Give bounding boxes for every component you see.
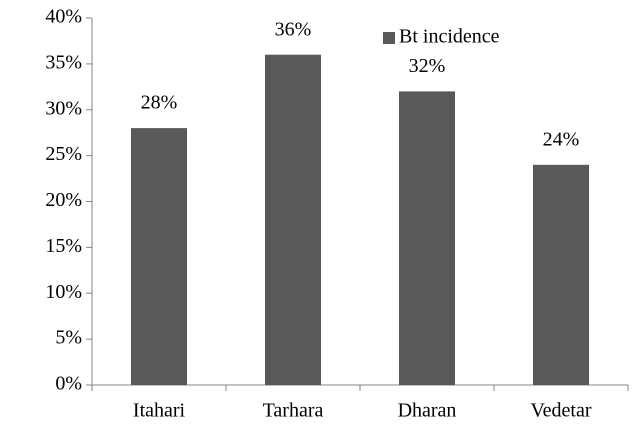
- value-label: 32%: [409, 55, 446, 77]
- y-tick-label: 15%: [45, 235, 82, 257]
- x-tick-label: Dharan: [398, 400, 457, 422]
- y-tick-label: 10%: [45, 281, 82, 303]
- value-label: 36%: [275, 18, 312, 40]
- x-tick-label: Itahari: [133, 400, 186, 422]
- y-tick-label: 0%: [55, 373, 82, 395]
- value-label: 28%: [141, 92, 178, 114]
- y-tick-label: 25%: [45, 143, 82, 165]
- y-tick-label: 20%: [45, 189, 82, 211]
- bar: [131, 128, 187, 385]
- x-tick-label: Tarhara: [263, 400, 324, 422]
- y-tick-label: 35%: [45, 51, 82, 73]
- y-tick-label: 40%: [45, 6, 82, 28]
- legend-swatch: [383, 32, 395, 44]
- y-tick-label: 5%: [55, 327, 82, 349]
- y-tick-label: 30%: [45, 97, 82, 119]
- value-label: 24%: [543, 128, 580, 150]
- bar: [399, 91, 455, 386]
- bar: [533, 164, 589, 385]
- bar: [265, 54, 321, 385]
- x-tick-label: Vedetar: [530, 400, 591, 422]
- legend-label: Bt incidence: [399, 26, 500, 48]
